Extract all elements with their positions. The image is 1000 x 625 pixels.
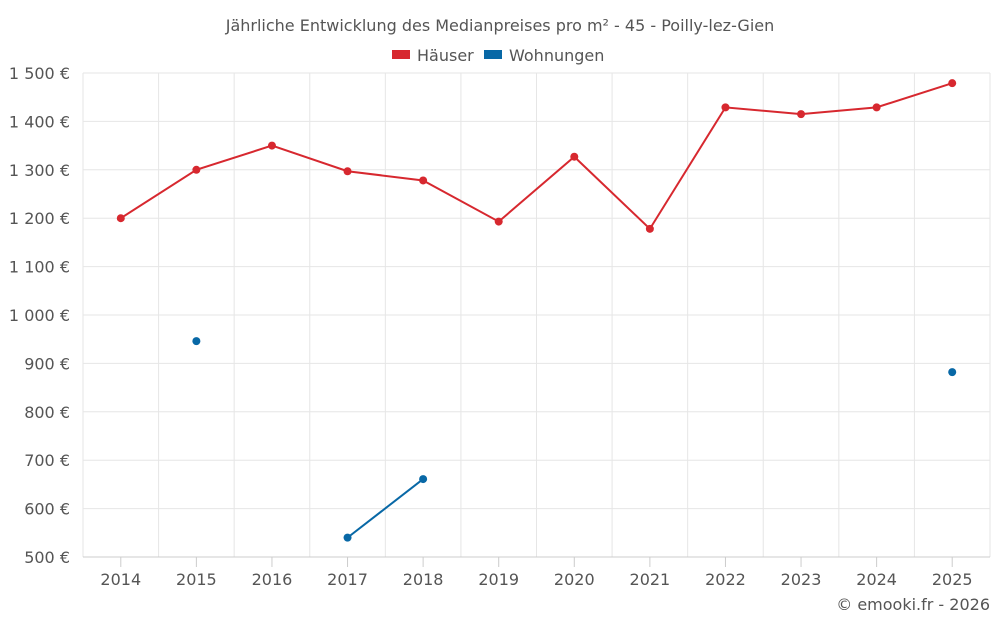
x-tick-label: 2017 [327, 570, 368, 589]
legend-label-haeuser: Häuser [417, 46, 474, 65]
legend-swatch-haeuser [392, 50, 410, 59]
y-tick-label: 1 300 € [9, 161, 70, 180]
data-point-wohnungen[interactable] [948, 368, 957, 377]
y-tick-label: 1 000 € [9, 306, 70, 325]
x-tick-label: 2024 [856, 570, 897, 589]
data-point-haeuser[interactable] [872, 103, 881, 112]
credit: © emooki.fr - 2026 [836, 595, 990, 614]
data-point-wohnungen[interactable] [419, 475, 428, 484]
legend-label-wohnungen: Wohnungen [509, 46, 604, 65]
data-point-wohnungen[interactable] [192, 337, 201, 346]
series-layer [116, 79, 957, 542]
x-tick-label: 2023 [781, 570, 822, 589]
data-point-haeuser[interactable] [797, 110, 806, 119]
y-tick-label: 1 500 € [9, 64, 70, 83]
legend-swatch-wohnungen [484, 50, 502, 59]
data-point-haeuser[interactable] [645, 224, 654, 233]
data-point-haeuser[interactable] [267, 141, 276, 150]
y-tick-label: 900 € [24, 354, 70, 373]
series-line-wohnungen [346, 478, 424, 539]
data-point-haeuser[interactable] [721, 103, 730, 112]
y-tick-label: 500 € [24, 548, 70, 567]
x-tick-label: 2021 [630, 570, 671, 589]
data-point-haeuser[interactable] [494, 217, 503, 226]
x-tick-label: 2025 [932, 570, 973, 589]
data-point-haeuser[interactable] [116, 214, 125, 223]
x-tick-label: 2022 [705, 570, 746, 589]
x-axis: 2014 2015 2016 2017 2018 2019 2020 2021 2022 2023… [83, 556, 990, 589]
data-point-wohnungen[interactable] [343, 533, 352, 542]
y-tick-label: 1 200 € [9, 209, 70, 228]
data-point-haeuser[interactable] [192, 165, 201, 174]
y-tick-label: 1 400 € [9, 112, 70, 131]
series-line-haeuser [120, 82, 953, 231]
y-tick-label: 700 € [24, 451, 70, 470]
grid [82, 72, 991, 557]
x-tick-label: 2019 [478, 570, 519, 589]
data-point-haeuser[interactable] [419, 176, 428, 185]
data-point-haeuser[interactable] [948, 79, 957, 88]
chart-title: Jährliche Entwicklung des Medianpreises … [225, 16, 775, 35]
x-tick-label: 2015 [176, 570, 217, 589]
legend: Häuser Wohnungen [392, 46, 604, 65]
x-tick-label: 2016 [252, 570, 293, 589]
data-point-haeuser[interactable] [570, 152, 579, 161]
y-axis: 500 € 600 € 700 € 800 € 900 € 1 000 € 1 100 € 1… [9, 64, 70, 567]
data-point-haeuser[interactable] [343, 167, 352, 176]
y-tick-label: 1 100 € [9, 258, 70, 277]
x-tick-label: 2018 [403, 570, 444, 589]
x-tick-label: 2014 [100, 570, 141, 589]
y-tick-label: 800 € [24, 403, 70, 422]
x-tick-label: 2020 [554, 570, 595, 589]
y-tick-label: 600 € [24, 500, 70, 519]
